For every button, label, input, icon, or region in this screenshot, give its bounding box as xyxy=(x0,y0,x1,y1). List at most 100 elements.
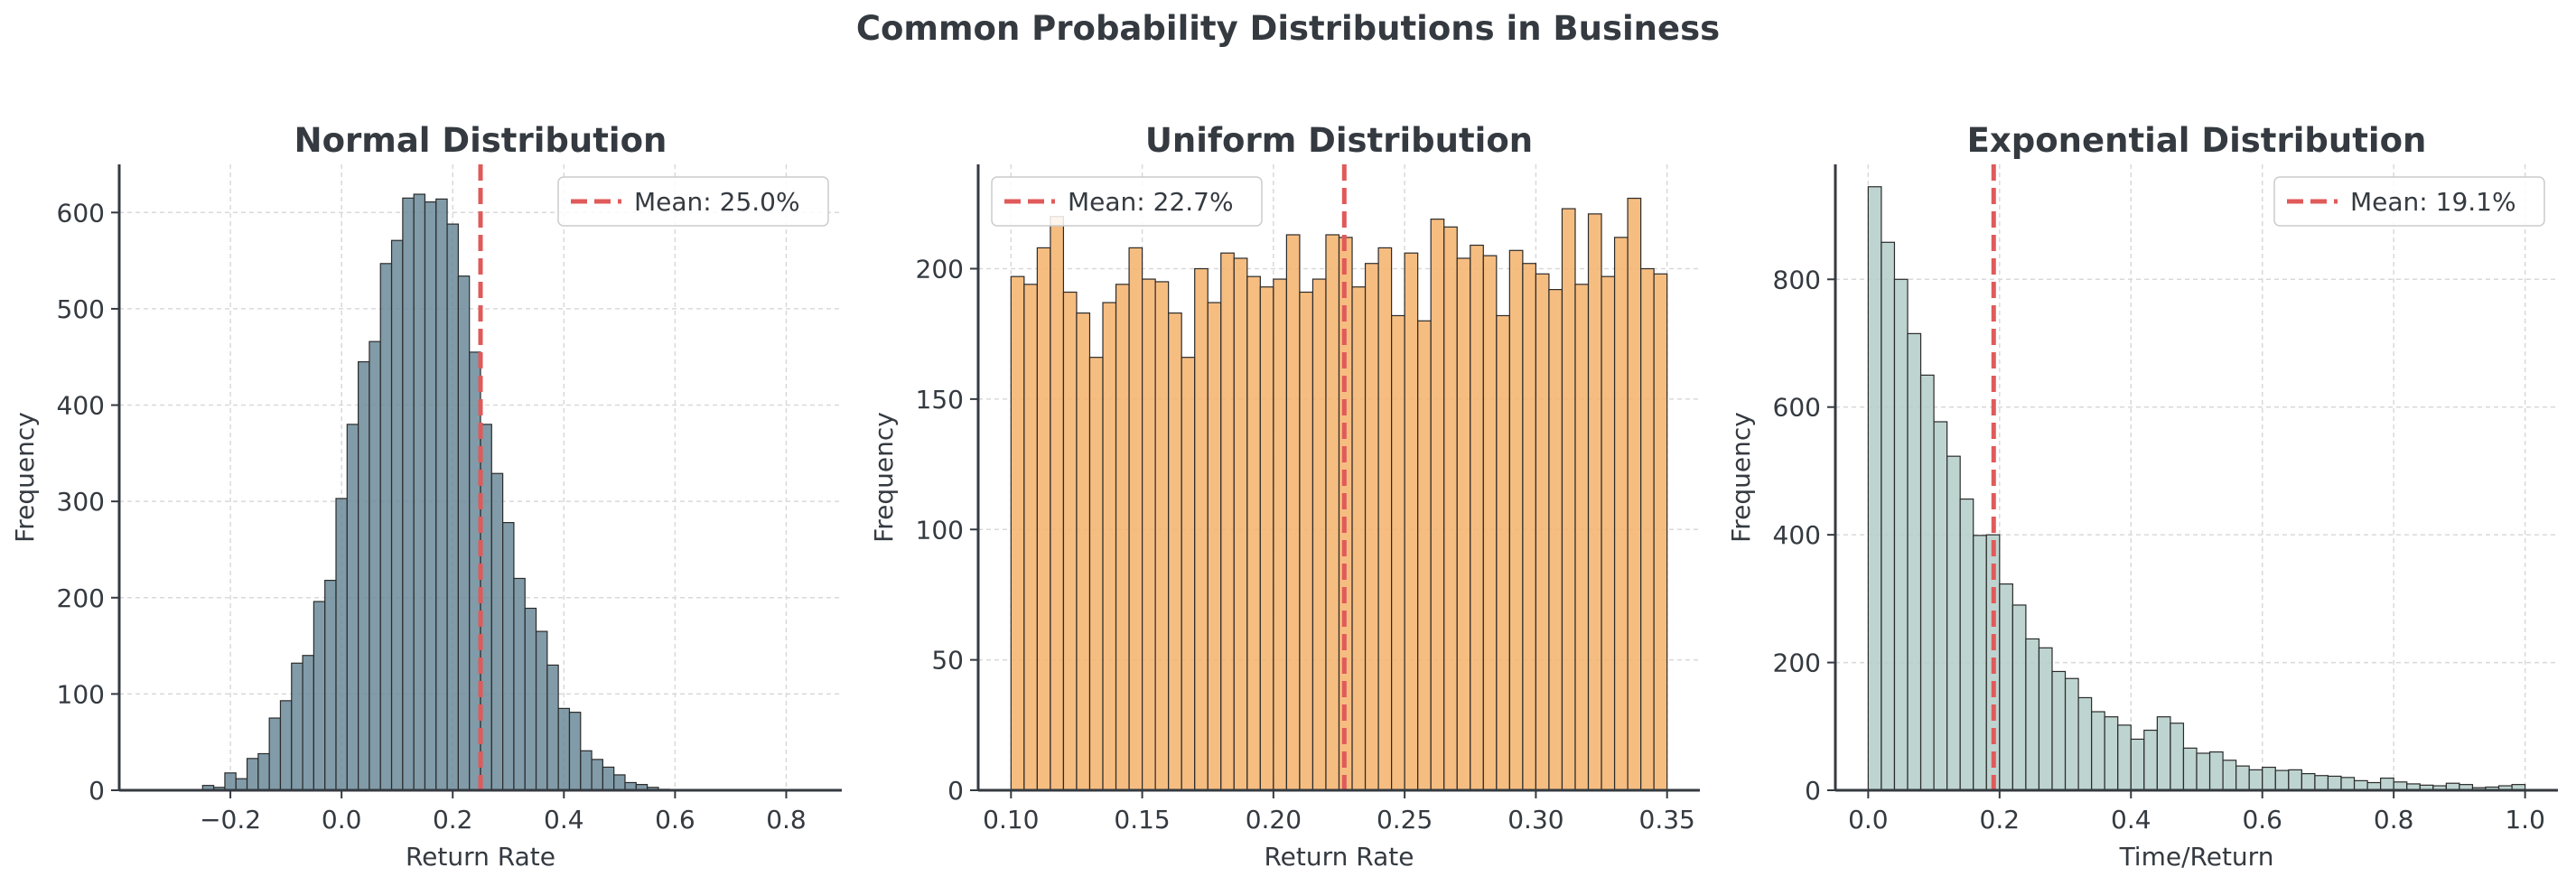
histogram-bar xyxy=(358,360,370,791)
x-tick-label: 0.0 xyxy=(1848,805,1889,835)
histogram-bar xyxy=(2091,711,2105,791)
histogram-bar xyxy=(1325,234,1340,791)
x-tick-label: 0.6 xyxy=(655,805,695,835)
histogram-bar xyxy=(1482,255,1498,791)
histogram-bar xyxy=(1574,284,1590,791)
chart-panel-3: 0 200 400 600 800 0.0 0.2 0.4 0.6 0.8 1.0 Exponenti… xyxy=(1726,121,2558,872)
x-tick-label: 0.2 xyxy=(1980,805,2021,835)
legend-label: Mean: 25.0% xyxy=(634,187,800,217)
x-tick-label: −0.2 xyxy=(200,805,261,835)
histogram-bar xyxy=(1010,275,1025,791)
histogram-bar xyxy=(1181,357,1196,791)
chart-panel-2: 0 50 100 150 200 0.10 0.15 0.20 0.25 0.30 0.35 Unif… xyxy=(869,121,1700,872)
histogram-bar xyxy=(313,601,326,791)
histogram-bar xyxy=(302,655,314,791)
x-tick-label: 1.0 xyxy=(2505,805,2545,835)
histogram-bar xyxy=(2340,777,2356,791)
histogram-bar xyxy=(1076,312,1091,791)
histogram-bar xyxy=(2222,760,2237,791)
x-tick-label: 0.15 xyxy=(1114,805,1170,835)
histogram-bar xyxy=(602,766,615,791)
y-tick-label: 800 xyxy=(1773,265,1821,294)
histogram-bar xyxy=(1285,234,1301,791)
histogram-bar xyxy=(335,498,348,791)
histogram-bar xyxy=(390,239,404,791)
histogram-bar xyxy=(2235,765,2250,791)
histogram-bar xyxy=(2156,716,2171,791)
histogram-bar xyxy=(490,472,504,791)
histogram-bar xyxy=(513,577,526,791)
legend: Mean: 22.7% xyxy=(991,176,1263,227)
y-tick-label: 200 xyxy=(1773,648,1821,678)
figure-suptitle: Common Probability Distributions in Busi… xyxy=(855,9,1721,48)
histogram-bar xyxy=(2104,716,2119,791)
histogram-bar xyxy=(457,275,471,791)
x-axis-label: Return Rate xyxy=(406,842,555,872)
histogram-bar xyxy=(502,522,515,791)
y-tick-label: 300 xyxy=(57,487,105,517)
histogram-bar xyxy=(591,759,603,791)
histogram-bar xyxy=(1430,219,1445,791)
y-tick-label: 0 xyxy=(89,776,105,806)
y-tick-label: 0 xyxy=(947,776,964,806)
histogram-bar xyxy=(1946,455,1961,791)
histogram-bar xyxy=(1088,357,1104,791)
histogram-bar xyxy=(268,717,282,791)
histogram-bar xyxy=(1933,421,1948,791)
histogram-bar xyxy=(1959,498,1974,791)
histogram-bar xyxy=(2248,769,2263,791)
histogram-bar xyxy=(2196,752,2211,791)
legend: Mean: 25.0% xyxy=(557,176,829,227)
histogram-bar xyxy=(291,662,303,791)
histogram-bar xyxy=(2182,747,2198,791)
x-tick-label: 0.6 xyxy=(2242,805,2282,835)
x-axis-label: Time/Return xyxy=(2119,842,2274,872)
histogram-bar xyxy=(2380,777,2394,791)
histogram-bar xyxy=(2274,769,2290,791)
x-tick-label: 0.30 xyxy=(1507,805,1563,835)
histogram-bar xyxy=(1404,252,1419,791)
histogram-bar xyxy=(568,712,582,791)
histogram-bar xyxy=(402,197,415,791)
histogram-bar xyxy=(1867,186,1882,791)
histogram-bar xyxy=(580,750,593,791)
histogram-bar xyxy=(1233,257,1248,791)
histogram-bar xyxy=(2130,738,2145,791)
y-tick-label: 0 xyxy=(1805,776,1821,806)
histogram-bar xyxy=(379,263,393,791)
histogram-bar xyxy=(557,707,571,791)
histogram-bar xyxy=(1207,302,1222,791)
histogram-bar xyxy=(1470,244,1484,791)
y-tick-label: 500 xyxy=(57,294,105,324)
legend-box xyxy=(991,176,1263,227)
histogram-bar xyxy=(224,772,237,791)
histogram-bar xyxy=(1364,263,1379,791)
y-tick-label: 400 xyxy=(57,391,105,421)
histogram-bar xyxy=(279,700,293,791)
histogram-bar xyxy=(1881,241,1896,791)
histogram-bar xyxy=(1311,278,1327,791)
histogram-bar xyxy=(1377,247,1393,791)
histogram-bar xyxy=(2288,769,2302,791)
x-tick-label: 0.10 xyxy=(983,805,1039,835)
histogram-bar xyxy=(1036,247,1051,791)
histogram-bar xyxy=(1102,302,1117,791)
x-tick-label: 0.8 xyxy=(766,805,807,835)
histogram-bar xyxy=(1919,374,1935,791)
x-tick-label: 0.0 xyxy=(322,805,362,835)
y-tick-label: 100 xyxy=(916,515,964,545)
histogram-bar xyxy=(1548,289,1563,791)
histogram-bar xyxy=(1508,249,1524,791)
histogram-bar xyxy=(1907,332,1922,791)
y-tick-label: 100 xyxy=(57,679,105,709)
histogram-bar xyxy=(2051,670,2067,791)
histogram-bar xyxy=(1168,312,1182,791)
histogram-bar xyxy=(1627,197,1642,791)
histogram-bar xyxy=(2170,723,2185,791)
histogram-bar xyxy=(1893,278,1909,791)
histogram-bar xyxy=(1273,278,1287,791)
histogram-bar xyxy=(2353,779,2368,791)
chart-title: Uniform Distribution xyxy=(1145,121,1533,160)
legend: Mean: 19.1% xyxy=(2273,176,2545,227)
histogram-bar xyxy=(2117,724,2132,791)
